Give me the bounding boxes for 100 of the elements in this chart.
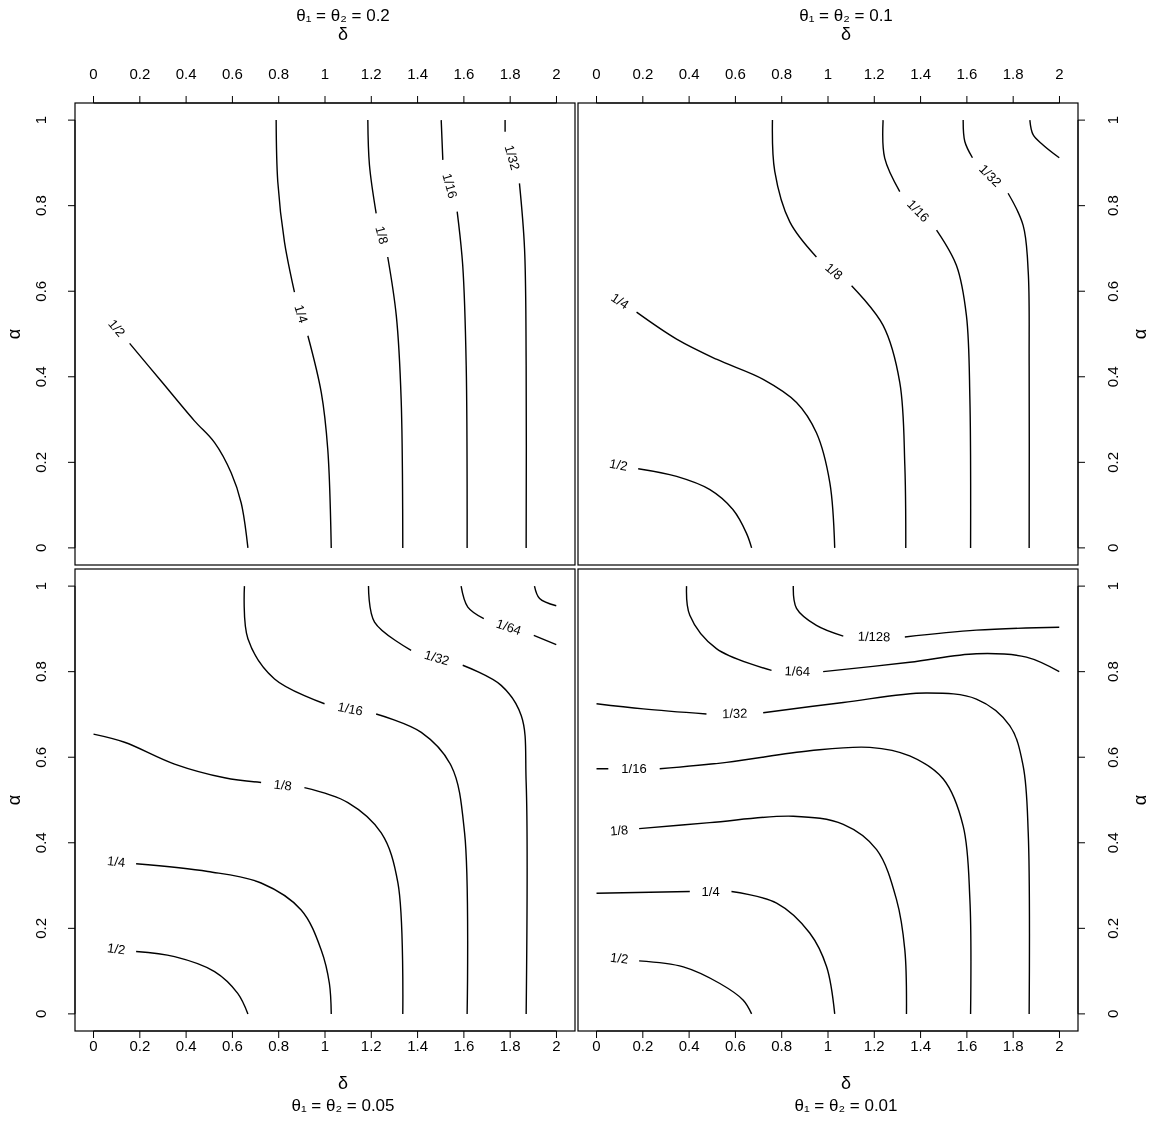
text: 1/2 <box>609 949 630 967</box>
y-tick-label: 0.2 <box>32 451 50 473</box>
text: 1/32 <box>422 647 452 669</box>
y-tick-label: 0.8 <box>32 661 50 683</box>
text: θ₁ = θ₂ = 0.05 <box>291 1095 395 1115</box>
x-tick-label: 0.6 <box>724 1036 746 1054</box>
y-tick-label: 0 <box>1104 543 1122 553</box>
y-tick-label: 0.4 <box>32 832 50 854</box>
x-tick-label: 1.4 <box>407 64 429 82</box>
x-tick-label: 2 <box>1055 64 1064 82</box>
x-tick-label: 0.8 <box>771 1036 793 1054</box>
x-tick-label: 1 <box>320 1036 330 1054</box>
x-tick-label: 2 <box>552 1036 561 1054</box>
x-axis-title: δ <box>337 24 349 44</box>
x-tick-label: 0.6 <box>221 64 243 82</box>
y-tick-label: 0.4 <box>1104 366 1122 388</box>
series-label: 1/128 <box>857 628 891 645</box>
y-tick-label: 0.2 <box>32 917 50 939</box>
y-tick-label: 0 <box>32 543 50 553</box>
y-tick-label: 0 <box>1104 1009 1122 1019</box>
y-tick-label: 0.8 <box>1104 661 1122 683</box>
y-tick-label: 0.4 <box>32 366 50 388</box>
text: θ₁ = θ₂ = 0.01 <box>794 1095 898 1115</box>
x-tick-label: 1.8 <box>499 1036 521 1054</box>
x-tick-label: 0.4 <box>175 64 197 82</box>
y-axis-title: α <box>1130 328 1150 340</box>
x-tick-label: 2 <box>1055 1036 1064 1054</box>
series-label: 1/32 <box>722 705 748 722</box>
y-tick-label: 0.8 <box>32 195 50 217</box>
line-series <box>1029 119 1060 159</box>
x-tick-label: 0.4 <box>678 64 700 82</box>
x-tick-label: 1.4 <box>910 64 932 82</box>
y-axis-title: α <box>1130 794 1150 806</box>
text: 1/16 <box>336 699 365 719</box>
x-tick-label: 1.6 <box>453 64 475 82</box>
x-tick-label: 0.2 <box>632 1036 654 1054</box>
x-tick-label: 0.6 <box>221 1036 243 1054</box>
x-axis-title: δ <box>337 1073 349 1093</box>
y-tick-label: 0.8 <box>1104 195 1122 217</box>
series-label: 1/8 <box>609 822 629 839</box>
x-tick-label: 1 <box>320 64 330 82</box>
x-tick-label: 1.8 <box>1002 1036 1024 1054</box>
x-tick-label: 1.2 <box>360 64 382 82</box>
x-tick-label: 0 <box>592 1036 601 1054</box>
x-axis-title: δ <box>840 24 852 44</box>
chart-title: θ₁ = θ₂ = 0.2 <box>296 5 390 25</box>
x-tick-label: 1.6 <box>956 64 978 82</box>
text: 1/2 <box>106 940 127 958</box>
y-tick-label: 0.4 <box>1104 832 1122 854</box>
line-series <box>638 815 908 1015</box>
text: 1/2 <box>608 455 629 474</box>
series-label: 1/64 <box>784 663 811 679</box>
chart-title: θ₁ = θ₂ = 0.1 <box>799 5 893 25</box>
x-tick-label: 0 <box>592 64 601 82</box>
text: 1/32 <box>976 161 1005 190</box>
line-series <box>638 960 753 1015</box>
y-tick-label: 0.6 <box>1104 280 1122 302</box>
line-series <box>128 342 249 549</box>
y-tick-label: 1 <box>32 581 50 591</box>
x-tick-label: 0 <box>89 64 98 82</box>
y-tick-label: 0.2 <box>1104 451 1122 473</box>
y-tick-label: 0.6 <box>32 746 50 768</box>
x-tick-label: 1.8 <box>1002 64 1024 82</box>
x-tick-label: 0.8 <box>771 64 793 82</box>
x-tick-label: 1.4 <box>407 1036 429 1054</box>
y-tick-label: 1 <box>1104 581 1122 591</box>
x-tick-label: 1 <box>823 64 833 82</box>
y-tick-label: 1 <box>32 115 50 125</box>
text: 1/16 <box>439 171 461 200</box>
series-label: 1/4 <box>701 884 720 900</box>
x-tick-label: 0.4 <box>678 1036 700 1054</box>
y-tick-label: 0.6 <box>32 280 50 302</box>
y-tick-label: 0.6 <box>1104 746 1122 768</box>
text: 1/8 <box>822 259 846 283</box>
series-label: 1/16 <box>621 761 647 777</box>
x-tick-label: 0.2 <box>129 64 151 82</box>
x-tick-label: 0 <box>89 1036 98 1054</box>
text: 1/2 <box>105 316 129 340</box>
x-tick-label: 1.8 <box>499 64 521 82</box>
text: 1/8 <box>272 776 293 794</box>
x-tick-label: 1 <box>823 1036 833 1054</box>
x-tick-label: 0.4 <box>175 1036 197 1054</box>
line-series <box>135 950 249 1015</box>
x-axis-title: δ <box>840 1073 852 1093</box>
x-tick-label: 1.6 <box>453 1036 475 1054</box>
x-tick-label: 1.4 <box>910 1036 932 1054</box>
x-tick-label: 0.6 <box>724 64 746 82</box>
line-series <box>135 863 332 1015</box>
x-tick-label: 0.2 <box>129 1036 151 1054</box>
y-tick-label: 0.2 <box>1104 917 1122 939</box>
x-tick-label: 1.6 <box>956 1036 978 1054</box>
text: 1/16 <box>904 196 933 226</box>
line-series <box>635 311 836 549</box>
y-axis-title: α <box>4 328 24 340</box>
text: 1/4 <box>291 303 311 325</box>
text: 1/32 <box>501 143 523 172</box>
x-tick-label: 1.2 <box>863 64 885 82</box>
x-tick-label: 0.8 <box>268 64 290 82</box>
x-tick-label: 0.8 <box>268 1036 290 1054</box>
text: 1/4 <box>608 289 632 313</box>
